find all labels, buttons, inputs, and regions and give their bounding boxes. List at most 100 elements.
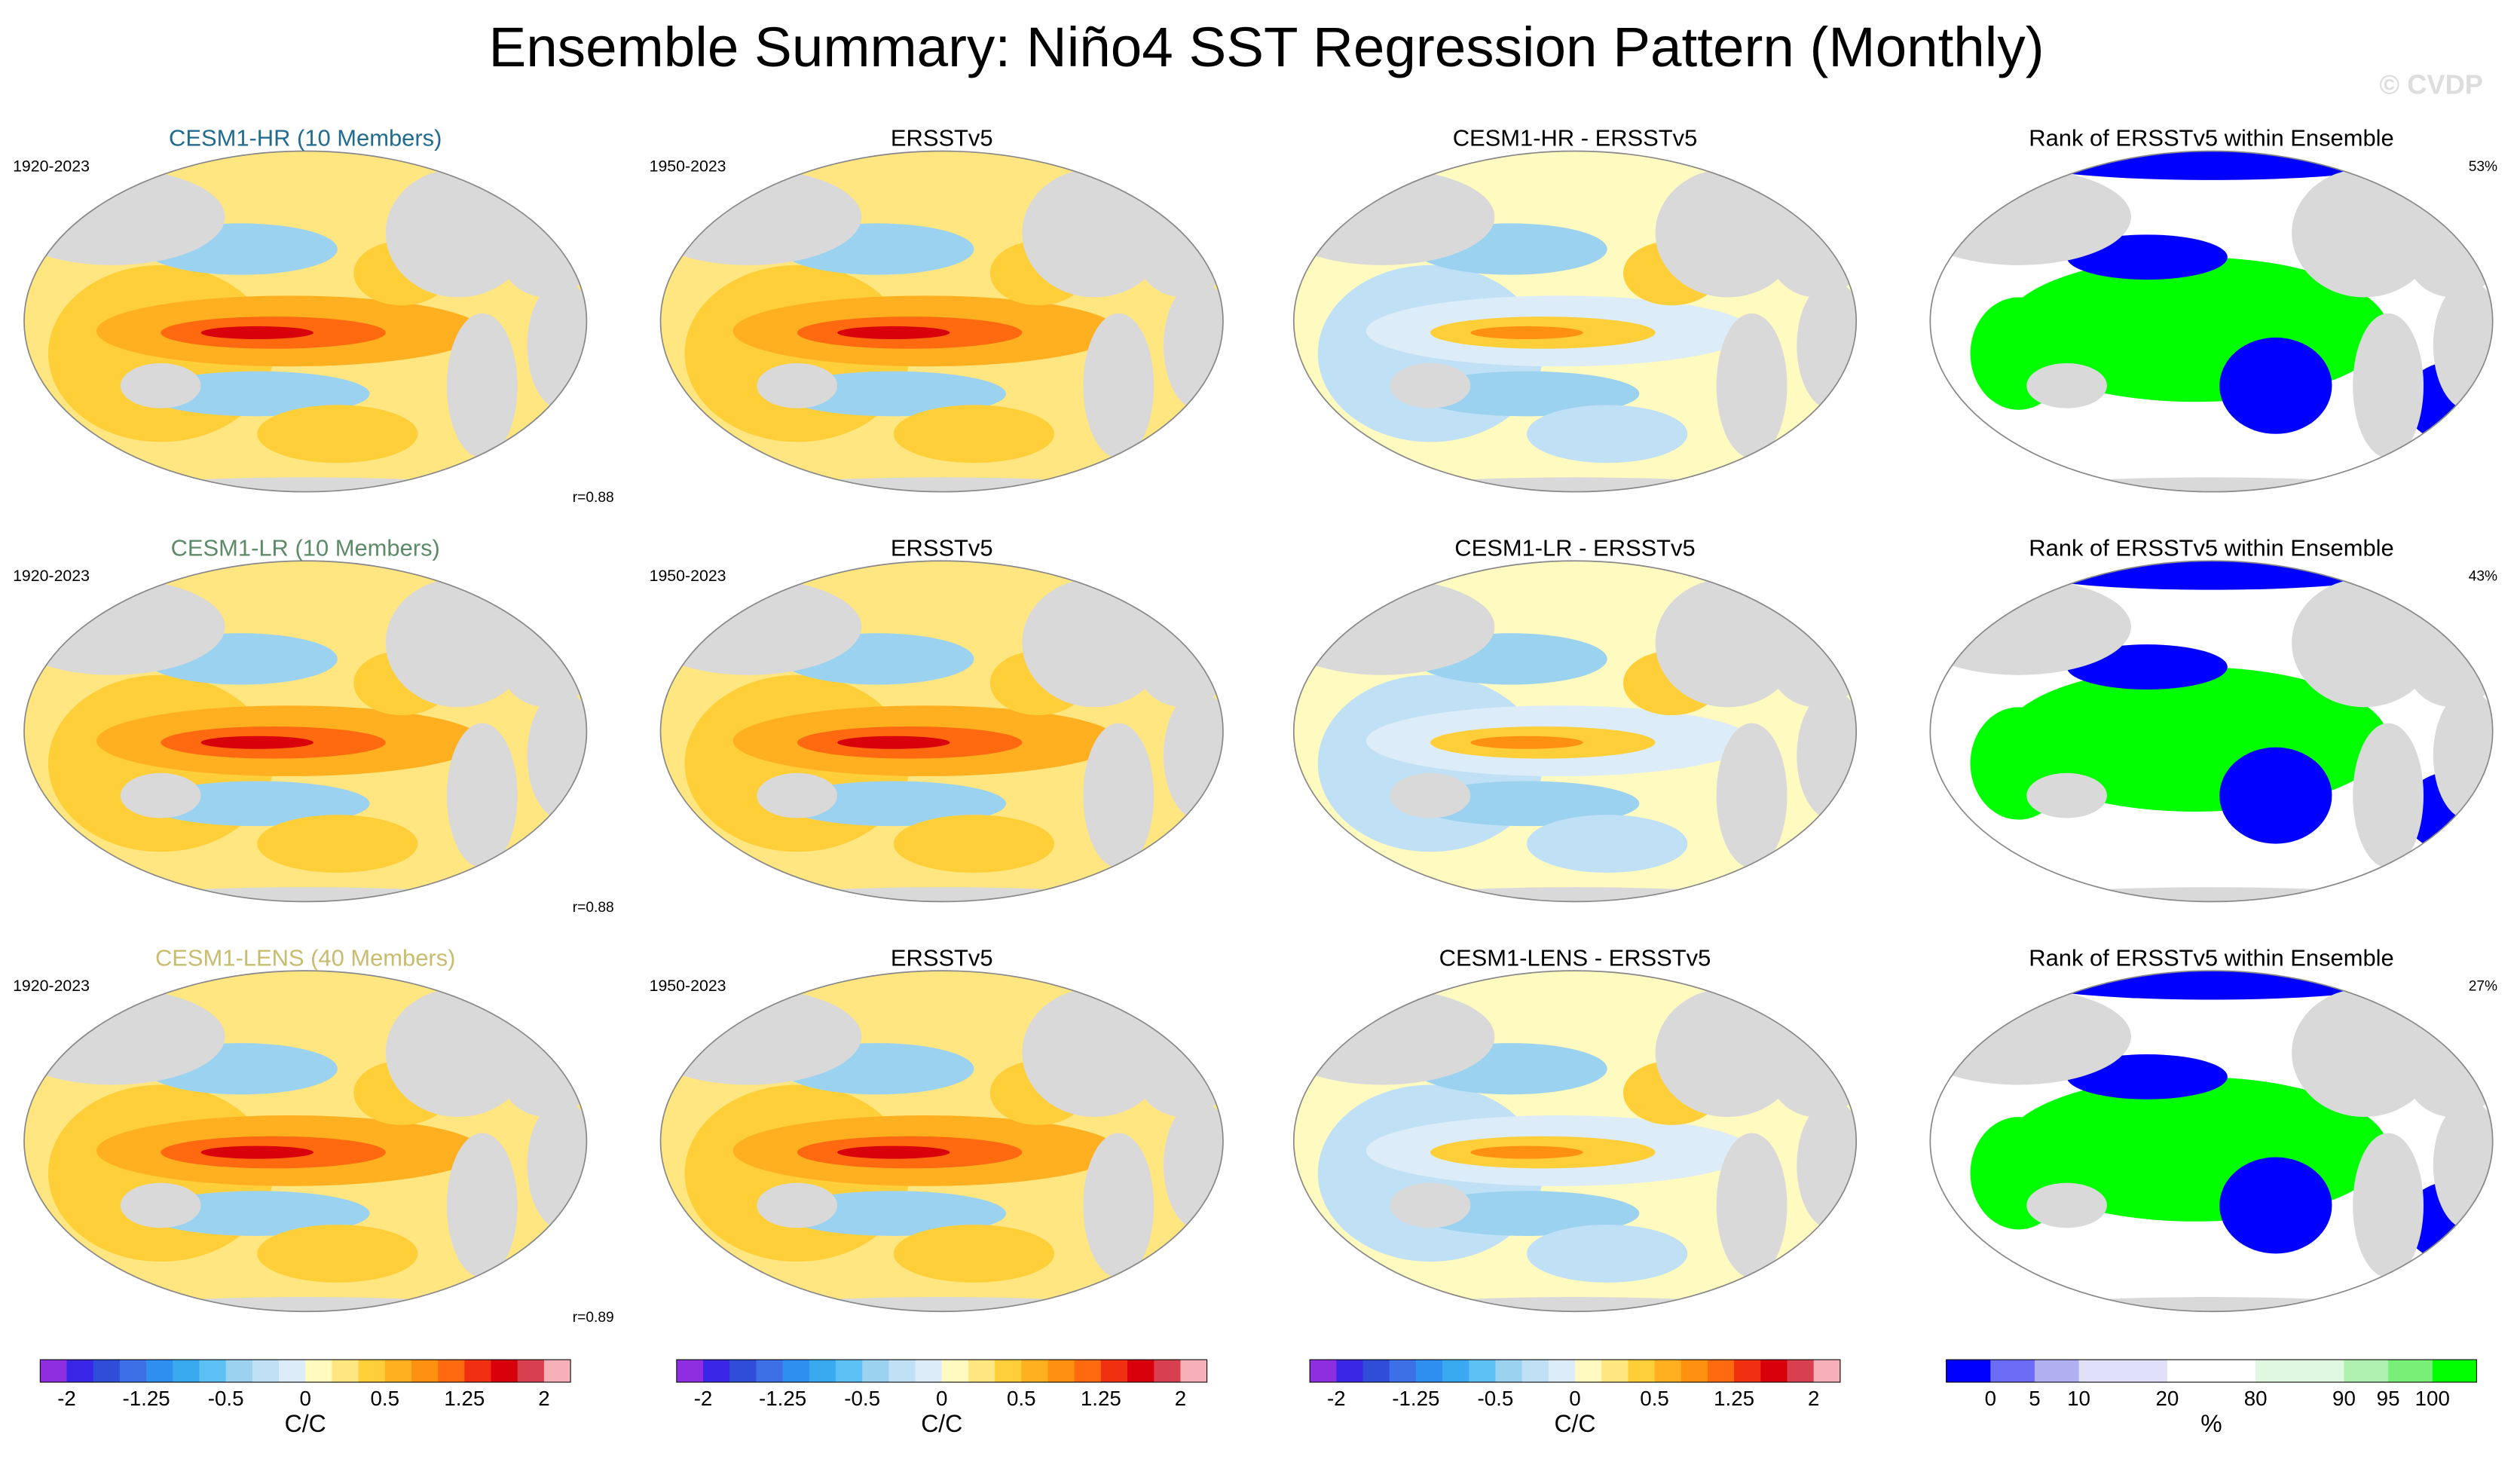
colorbar-box — [1310, 1360, 1337, 1383]
colorbar-label: 95 — [2377, 1387, 2400, 1410]
map-region — [200, 1145, 313, 1159]
land — [2292, 988, 2437, 1118]
map-outline — [1929, 150, 2494, 493]
colorbar-box — [888, 1360, 916, 1383]
land — [1655, 168, 1800, 298]
colorbar-label: -0.5 — [844, 1387, 880, 1410]
colorbar-box — [1154, 1360, 1181, 1383]
map-region — [893, 815, 1055, 873]
colorbar-box — [438, 1360, 465, 1383]
land — [24, 988, 225, 1085]
map-region — [200, 736, 313, 749]
panel-title: CESM1-HR (10 Members) — [169, 125, 442, 151]
colorbar-box — [2388, 1360, 2433, 1383]
colorbar-box — [1521, 1360, 1549, 1383]
period-label: 1920-2023 — [13, 567, 90, 585]
colorbar-box — [995, 1360, 1022, 1383]
land — [2292, 168, 2437, 298]
colorbar-box — [1074, 1360, 1102, 1383]
land — [1767, 200, 1857, 298]
land — [24, 887, 587, 902]
land — [1134, 200, 1223, 298]
land — [1134, 610, 1223, 708]
map-region — [837, 326, 950, 339]
colorbar-box — [173, 1360, 200, 1383]
land — [1716, 723, 1788, 868]
period-label: 1950-2023 — [650, 157, 726, 175]
colorbar-box — [146, 1360, 173, 1383]
colorbar-label: 2 — [538, 1387, 549, 1410]
map-region — [1470, 326, 1583, 339]
land — [1293, 988, 1495, 1085]
map-outline — [1292, 560, 1858, 903]
colorbar-label: -1.25 — [759, 1387, 806, 1410]
map — [1930, 561, 2493, 902]
land — [2026, 362, 2107, 408]
land — [120, 1182, 201, 1228]
colorbar-box — [1469, 1360, 1496, 1383]
colorbar-box — [1021, 1360, 1048, 1383]
colorbar-label: 2 — [1808, 1387, 1819, 1410]
colorbar-label: 100 — [2415, 1387, 2450, 1410]
map-outline — [1929, 560, 2494, 903]
map-region — [1414, 371, 1640, 417]
map — [24, 151, 587, 492]
land — [1390, 772, 1471, 818]
period-label: 1950-2023 — [650, 977, 726, 995]
colorbar-box — [862, 1360, 889, 1383]
panel-title: ERSSTv5 — [891, 125, 993, 151]
colorbar-box — [2123, 1360, 2168, 1383]
map-region — [1527, 1225, 1688, 1283]
watermark: © CVDP — [2379, 69, 2483, 100]
land — [1716, 1133, 1788, 1278]
map-region — [2018, 561, 2405, 590]
colorbar-label: 20 — [2155, 1387, 2179, 1410]
map — [24, 971, 587, 1312]
colorbar-outline — [1309, 1359, 1841, 1383]
colorbar-box — [358, 1360, 386, 1383]
period-label: 1920-2023 — [13, 977, 90, 995]
correlation-label: r=0.88 — [573, 490, 614, 506]
colorbar-box — [279, 1360, 306, 1383]
colorbar-box — [1362, 1360, 1390, 1383]
map-region — [2219, 337, 2332, 434]
colorbar-label: 5 — [2029, 1387, 2040, 1410]
map — [24, 561, 587, 902]
land — [1293, 578, 1495, 675]
colorbar-box — [1707, 1360, 1735, 1383]
land — [1767, 610, 1857, 708]
colorbar-box — [93, 1360, 121, 1383]
colorbar-box — [1990, 1360, 2035, 1383]
land — [2292, 578, 2437, 708]
colorbar-box — [1787, 1360, 1815, 1383]
colorbar-unit: C/C — [921, 1410, 962, 1437]
map-outline — [23, 970, 588, 1313]
land — [498, 200, 587, 298]
land — [385, 168, 531, 298]
colorbar-box — [2034, 1360, 2080, 1383]
colorbar-box — [1654, 1360, 1682, 1383]
colorbar-box — [543, 1360, 571, 1383]
panel-title: CESM1-HR - ERSSTv5 — [1453, 125, 1698, 151]
land — [1930, 477, 2493, 492]
colorbar-box — [2299, 1360, 2344, 1383]
land — [2404, 200, 2493, 298]
panel-title: CESM1-LENS - ERSSTv5 — [1439, 944, 1711, 971]
land — [1767, 1020, 1857, 1118]
land — [120, 772, 201, 818]
map-region — [893, 405, 1055, 463]
map-region — [781, 781, 1007, 827]
land — [1930, 168, 2131, 265]
land — [2026, 772, 2107, 818]
colorbar-box — [2211, 1360, 2256, 1383]
land — [498, 610, 587, 708]
colorbar-label: 0 — [300, 1387, 311, 1410]
land — [24, 477, 587, 492]
colorbar-box — [2344, 1360, 2389, 1383]
colorbar-box — [835, 1360, 863, 1383]
map-region — [1414, 1191, 1640, 1236]
panel-title: CESM1-LR - ERSSTv5 — [1454, 535, 1695, 561]
land — [1930, 988, 2131, 1085]
